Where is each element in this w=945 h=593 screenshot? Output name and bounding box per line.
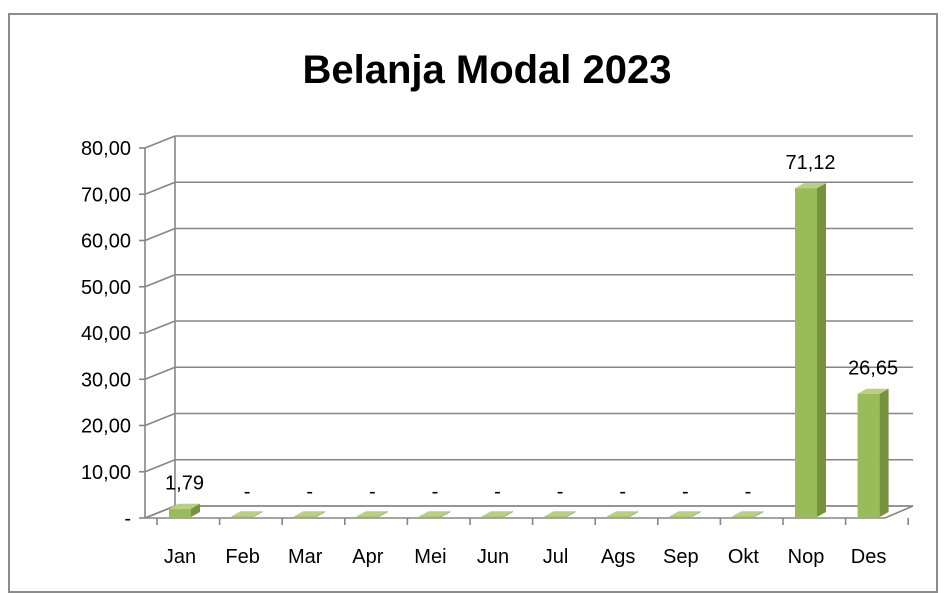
bar-mei <box>419 511 451 517</box>
bar-mar <box>294 511 326 517</box>
x-tick-label: Ags <box>601 546 635 568</box>
bar-side <box>378 511 388 517</box>
data-label: - <box>682 481 689 503</box>
x-tick-label: Feb <box>225 546 259 568</box>
y-tick-label: 70,00 <box>81 184 131 206</box>
x-tick-label: Jan <box>164 546 196 568</box>
y-tick-label: 50,00 <box>81 277 131 299</box>
bar-side <box>879 388 889 517</box>
data-label: - <box>432 481 439 503</box>
bar-jan <box>169 503 200 517</box>
data-label: - <box>306 481 313 503</box>
y-tick-label: 20,00 <box>81 416 131 438</box>
bar-side <box>316 511 326 517</box>
bar-side <box>253 511 263 517</box>
bar-side <box>504 511 513 517</box>
bar-side <box>441 511 451 517</box>
x-tick-label: Okt <box>728 546 760 568</box>
data-label: - <box>369 481 376 503</box>
x-tick-label: Mar <box>288 546 323 568</box>
chart-frame: Belanja Modal 2023 - 10,00 20,00 30,00 40,00… <box>8 13 938 593</box>
bar-side <box>566 511 576 517</box>
bar-sep <box>669 511 701 517</box>
bar-ags <box>607 511 639 517</box>
data-label: - <box>244 481 251 503</box>
gridline-depth <box>144 412 176 427</box>
bar-front <box>857 393 880 517</box>
bar-side <box>754 511 764 517</box>
bar-side <box>629 511 639 517</box>
gridline-depth <box>144 274 176 288</box>
bar-apr <box>356 511 388 517</box>
bar-top <box>795 183 826 189</box>
bar-top <box>231 511 263 517</box>
gridline-depth <box>144 181 176 195</box>
y-tick-label: 40,00 <box>81 323 131 345</box>
bar-front <box>356 516 379 517</box>
bar-top <box>419 511 451 517</box>
bar-jun <box>482 511 513 517</box>
bar-layer <box>169 183 889 517</box>
bar-top <box>169 503 200 509</box>
chart-floor <box>144 505 914 519</box>
bar-front <box>732 516 755 517</box>
y-tick-label: 80,00 <box>81 138 131 160</box>
gridline-depth <box>144 135 176 149</box>
bar-top <box>356 511 388 517</box>
bar-top <box>544 511 576 517</box>
label-layer: 1,79 - - - - - - - - - 71,12 26,65 <box>165 152 898 503</box>
data-label: 26,65 <box>848 358 898 380</box>
x-tick-label: Apr <box>352 546 383 568</box>
axis-layer: - 10,00 20,00 30,00 40,00 50,00 60,00 70,00 80,0… <box>81 135 914 568</box>
gridline-depth <box>144 459 176 473</box>
gridline-depth <box>144 366 176 380</box>
bar-front <box>795 188 817 517</box>
data-label: - <box>557 481 564 503</box>
y-tick-label: - <box>124 508 131 530</box>
x-tick-label: Des <box>851 546 887 568</box>
bar-front <box>169 508 191 517</box>
y-tick-label: 60,00 <box>81 231 131 253</box>
x-tick-label: Jun <box>477 546 509 568</box>
bar-side <box>191 503 200 517</box>
bar-side <box>817 183 826 517</box>
bar-front <box>231 516 254 517</box>
bar-front <box>294 516 317 517</box>
bar-side <box>691 511 701 517</box>
x-tick-label: Mei <box>414 546 446 568</box>
data-label: - <box>619 481 626 503</box>
data-label: - <box>745 481 752 503</box>
bar-jul <box>544 511 576 517</box>
bar-front <box>419 516 442 517</box>
data-label: 1,79 <box>165 473 204 495</box>
y-tick-label: 10,00 <box>81 462 131 484</box>
bar-feb <box>231 511 263 517</box>
gridline-depth <box>144 320 176 334</box>
x-tick-label: Sep <box>663 546 699 568</box>
gridline-depth <box>144 227 176 242</box>
bar-front <box>544 516 567 517</box>
bar-front <box>669 516 692 517</box>
bar-des <box>857 388 889 517</box>
bar-top <box>857 388 889 394</box>
bar-chart: Belanja Modal 2023 - 10,00 20,00 30,00 40,00… <box>81 48 914 568</box>
x-tick-label: Nop <box>788 546 825 568</box>
data-label: - <box>494 481 501 503</box>
bar-top <box>607 511 639 517</box>
bar-top <box>482 511 513 517</box>
bar-top <box>732 511 764 517</box>
bar-okt <box>732 511 764 517</box>
data-label: 71,12 <box>785 152 835 174</box>
bar-nop <box>795 183 826 517</box>
bar-front <box>482 516 504 517</box>
chart-title: Belanja Modal 2023 <box>302 48 671 92</box>
bar-front <box>607 516 630 517</box>
y-tick-label: 30,00 <box>81 369 131 391</box>
x-tick-label: Jul <box>543 546 569 568</box>
bar-top <box>294 511 326 517</box>
bar-top <box>669 511 701 517</box>
